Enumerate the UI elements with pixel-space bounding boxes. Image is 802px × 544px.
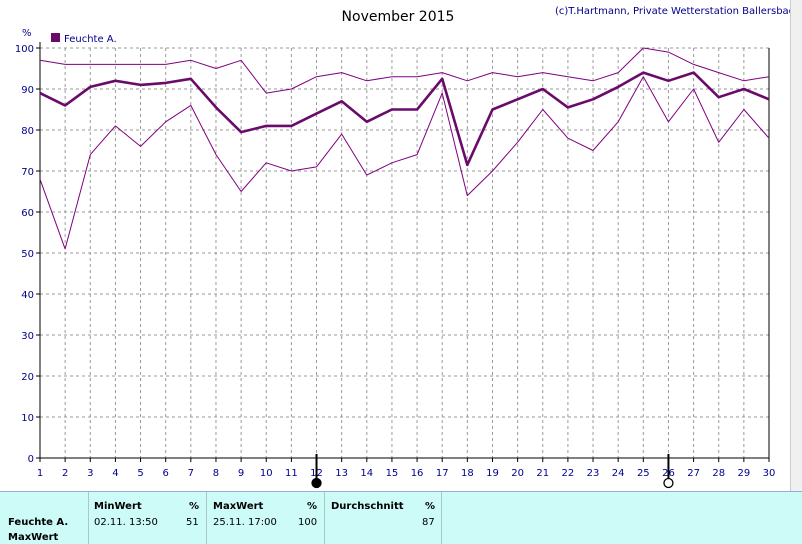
y-tick-label: 10 [21, 413, 34, 424]
y-tick-label: 20 [21, 372, 34, 383]
new-moon-icon [311, 477, 322, 489]
legend-label: Feuchte A. [64, 34, 117, 45]
x-tick-label: 25 [637, 468, 650, 479]
max-time: 25.11. 17:00 [213, 517, 277, 528]
y-tick-label: 60 [21, 208, 34, 219]
x-tick-label: 11 [285, 468, 298, 479]
y-tick-label: 70 [21, 167, 34, 178]
min-time: 02.11. 13:50 [94, 517, 158, 528]
x-tick-label: 16 [411, 468, 424, 479]
x-tick-label: 30 [763, 468, 776, 479]
series-line-max [39, 47, 770, 94]
x-tick-label: 15 [386, 468, 399, 479]
x-tick-label: 8 [213, 468, 219, 479]
avg-value: 87 [422, 517, 435, 528]
x-tick-label: 10 [260, 468, 273, 479]
y-tick-label: 0 [28, 454, 34, 465]
grid [39, 47, 770, 459]
x-tick-label: 14 [360, 468, 373, 479]
max-value: 100 [298, 517, 318, 528]
max-unit-header: % [307, 501, 318, 512]
x-tick-label: 3 [87, 468, 93, 479]
row-label: Feuchte A. [8, 517, 69, 528]
y-tick-label: 40 [21, 290, 34, 301]
x-tick-label: 24 [612, 468, 625, 479]
x-tick-label: 23 [587, 468, 600, 479]
copyright-label: (c)T.Hartmann, Private Wetterstation Bal… [555, 6, 801, 17]
x-tick-label: 9 [238, 468, 244, 479]
series-line-min [39, 76, 770, 250]
avg-header: Durchschnitt [331, 501, 404, 512]
x-tick-label: 22 [562, 468, 575, 479]
legend-swatch [51, 33, 60, 42]
legend: Feuchte A. [51, 33, 117, 45]
avg-unit-header: % [425, 501, 436, 512]
x-tick-label: 19 [486, 468, 499, 479]
x-tick-label: 21 [536, 468, 549, 479]
column-divider [206, 492, 207, 544]
x-tick-label: 2 [62, 468, 68, 479]
x-tick-label: 17 [436, 468, 449, 479]
min-value: 51 [186, 517, 199, 528]
x-tick-label: 7 [188, 468, 194, 479]
vertical-scrollbar[interactable] [790, 0, 802, 491]
x-tick-label: 28 [712, 468, 725, 479]
column-divider [441, 492, 442, 544]
y-tick-label: 50 [21, 249, 34, 260]
plot-frame [39, 42, 770, 459]
x-tick-label: 6 [163, 468, 169, 479]
y-tick-label: 90 [21, 85, 34, 96]
series-line-average [39, 71, 770, 167]
column-divider [88, 492, 89, 544]
min-unit-header: % [189, 501, 200, 512]
x-tick-label: 4 [112, 468, 118, 479]
chart-title: November 2015 [342, 9, 455, 25]
x-tick-label: 5 [137, 468, 143, 479]
x-tick-label: 29 [737, 468, 750, 479]
series-lines [39, 47, 770, 250]
max-header: MaxWert [213, 501, 264, 512]
y-axis-unit: % [22, 28, 32, 39]
x-tick-label: 13 [335, 468, 348, 479]
column-divider [324, 492, 325, 544]
y-tick-label: 80 [21, 126, 34, 137]
x-tick-label: 20 [511, 468, 524, 479]
humidity-chart: November 2015 (c)T.Hartmann, Private Wet… [14, 6, 801, 489]
moon-markers [311, 454, 674, 489]
x-tick-label: 18 [461, 468, 474, 479]
y-tick-label: 30 [21, 331, 34, 342]
y-tick-labels: 0 10 20 30 40 50 60 70 80 90 100 [15, 44, 40, 465]
x-tick-label: 1 [37, 468, 43, 479]
stats-panel: MinWert % MaxWert % Durchschnitt % Feuch… [0, 491, 802, 544]
full-moon-icon [663, 477, 674, 489]
min-header: MinWert [94, 501, 142, 512]
y-tick-label: 100 [15, 44, 34, 55]
next-row-label: MaxWert [8, 532, 59, 543]
x-tick-label: 27 [687, 468, 700, 479]
